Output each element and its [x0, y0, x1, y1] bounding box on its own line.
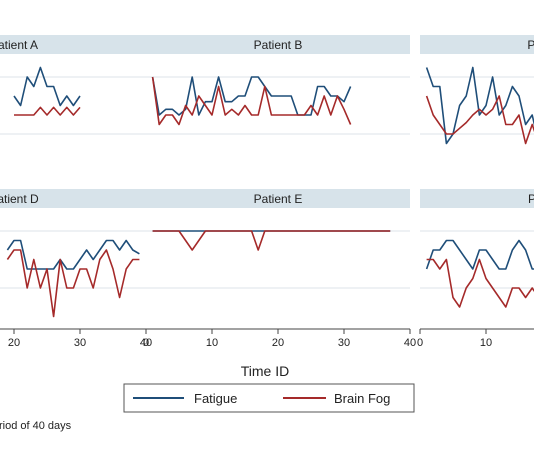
panel-2: Patient B [146, 35, 410, 135]
series-line-brainfog [425, 95, 534, 145]
series-line-brainfog [6, 249, 140, 318]
panel-3: Patient C [420, 35, 534, 145]
panel-title: Patient B [254, 38, 303, 52]
series-line-fatigue [6, 239, 140, 270]
series-line-brainfog [151, 76, 352, 126]
panel-5: Patient E [146, 189, 410, 289]
panel-strip [420, 189, 534, 208]
panel-title: Patient C [527, 38, 534, 52]
x-tick-label: 0 [143, 337, 149, 349]
x-tick-label: 40 [140, 337, 152, 349]
x-tick-label: 20 [272, 337, 284, 349]
x-tick-label: 0 [417, 337, 423, 349]
panel-title: Patient A [0, 38, 38, 52]
panel-strip [420, 35, 534, 54]
legend-label-fatigue: Fatigue [194, 391, 237, 406]
x-tick-label: 30 [338, 337, 350, 349]
series-line-fatigue [425, 239, 534, 270]
x-tick-label: 20 [8, 337, 20, 349]
legend: Fatigue Brain Fog [123, 383, 415, 413]
panel-strip [146, 189, 410, 208]
panel-1: Patient A [0, 35, 146, 135]
panel-title: Patient E [254, 192, 303, 206]
panel-6: Patient F [420, 189, 534, 308]
x-axis-title: Time ID [241, 363, 289, 379]
panel-4: Patient D [0, 189, 146, 318]
panels-group: Patient A Patient B Patient C Patient D Pati… [0, 35, 534, 318]
x-tick-label: 10 [206, 337, 218, 349]
panel-title: Patient D [0, 192, 39, 206]
series-line-fatigue [13, 66, 81, 107]
series-line-brainfog [14, 106, 81, 116]
x-axis: 20 30 400 10 20 30 40 0 10 [0, 328, 534, 349]
legend-label-brainfog: Brain Fog [334, 391, 390, 406]
panel-strip [146, 35, 410, 54]
series-line-brainfog [152, 230, 391, 251]
panel-strip [0, 189, 146, 208]
x-tick-label: 30 [74, 337, 86, 349]
chart-note: riod of 40 days [0, 420, 72, 432]
series-line-fatigue [151, 76, 352, 116]
x-tick-label: 40 [404, 337, 416, 349]
series-line-brainfog [426, 258, 534, 308]
x-tick-label: 10 [480, 337, 492, 349]
panel-title: Patient F [528, 192, 534, 206]
panel-strip [0, 35, 146, 54]
series-line-fatigue [425, 66, 534, 145]
